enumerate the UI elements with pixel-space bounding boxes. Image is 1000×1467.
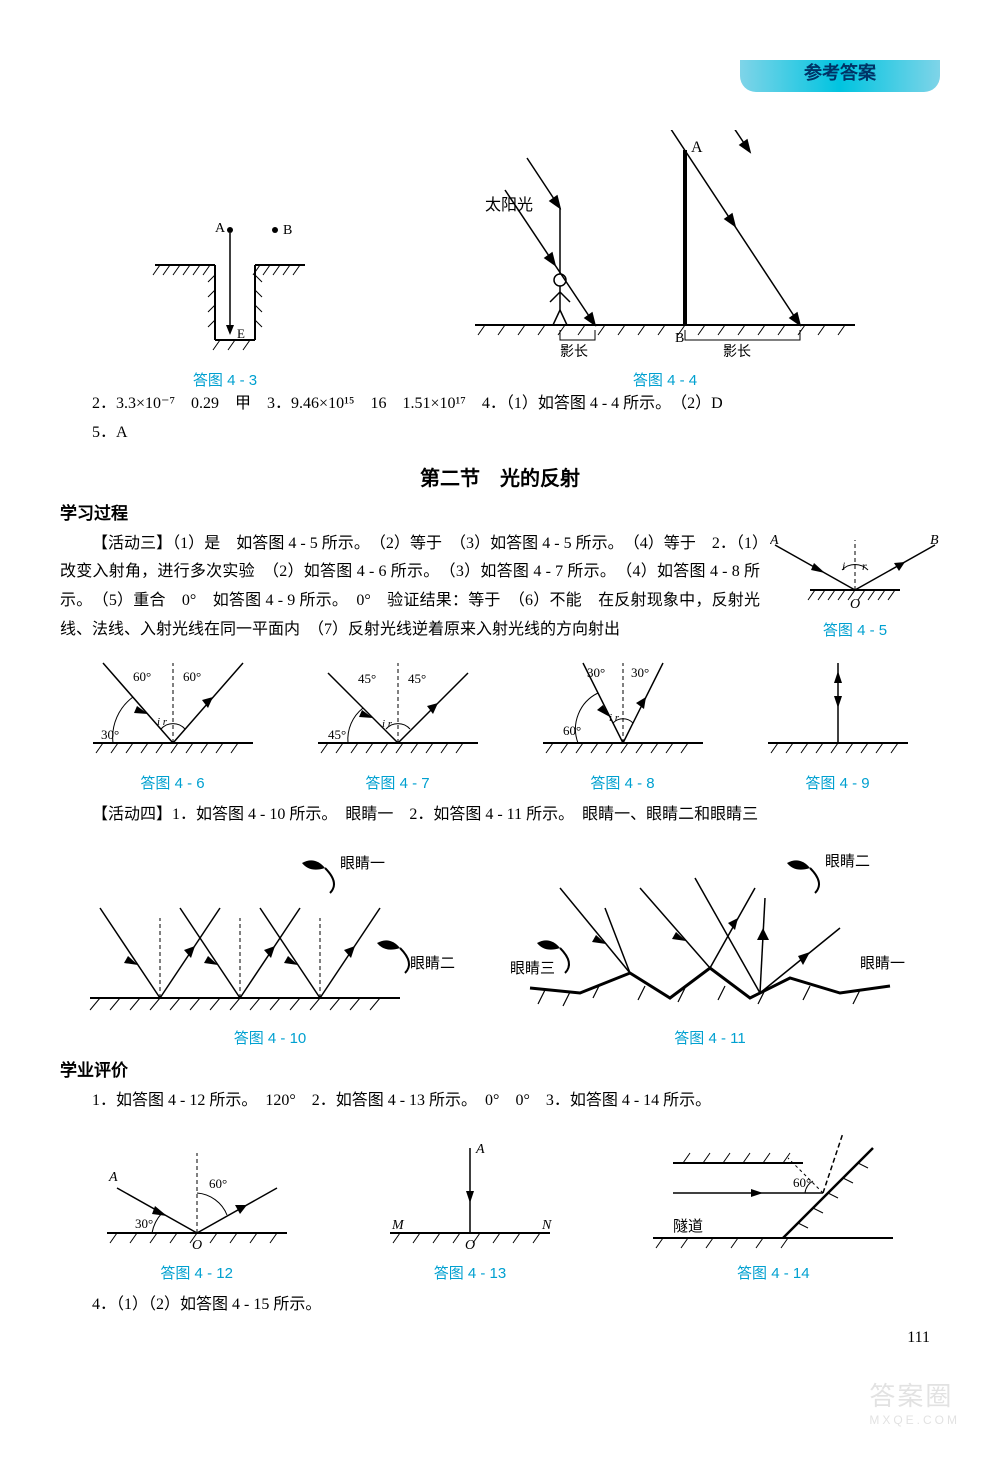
svg-text:M: M: [391, 1218, 405, 1233]
text-line-1: 2．3.3×10⁻⁷ 0.29 甲 3．9.46×10¹⁵ 16 1.51×10…: [60, 390, 940, 419]
svg-text:眼睛一: 眼睛一: [860, 955, 905, 972]
svg-text:A: A: [108, 1170, 118, 1185]
fig43-caption: 答图 4 - 3: [135, 369, 315, 390]
figure-4-14: 60° 隧道 答图 4 - 14: [643, 1123, 903, 1283]
svg-text:i r: i r: [157, 716, 168, 728]
svg-text:45°: 45°: [358, 671, 376, 686]
figure-row-10-11: 眼睛一 眼睛二 答图 4 - 10: [60, 838, 940, 1048]
svg-text:i: i: [842, 559, 845, 573]
figure-row-12-14: A 30° 60° O 答图 4 - 12 A: [60, 1123, 940, 1283]
fig44-B: B: [675, 331, 684, 346]
svg-text:60°: 60°: [209, 1176, 227, 1191]
fig43-label-E: E: [237, 326, 245, 341]
svg-text:60°: 60°: [133, 669, 151, 684]
heading-study: 学习过程: [60, 499, 940, 524]
figure-4-3: A B E 答图 4 - 3: [135, 200, 315, 390]
figure-4-5: A B i r O 答图 4 - 5: [770, 530, 940, 640]
watermark-main: 答案圈: [869, 1381, 953, 1411]
figure-4-10: 眼睛一 眼睛二 答图 4 - 10: [80, 838, 460, 1048]
svg-text:眼睛一: 眼睛一: [340, 855, 385, 872]
figure-4-8: 30° 30° i r 60° 答图 4 - 8: [533, 653, 713, 793]
text-line-5a: 5．A: [60, 419, 940, 448]
page: 参考答案: [0, 0, 1000, 1467]
fig44-svg: A B: [465, 130, 865, 360]
figure-4-6: 60° 60° i r 30° 答图 4 - 6: [83, 653, 263, 793]
fig44-shadow2: 影长: [723, 344, 751, 360]
figure-4-11: 眼睛二 眼睛三 眼睛一 答图 4 - 11: [500, 838, 920, 1048]
eval-line-1: 1．如答图 4 - 12 所示。 120° 2．如答图 4 - 13 所示。 0…: [60, 1087, 940, 1116]
svg-text:眼睛三: 眼睛三: [510, 960, 555, 977]
page-number: 111: [907, 1329, 930, 1347]
fig45-caption: 答图 4 - 5: [770, 619, 940, 640]
fig43-svg: A B E: [135, 200, 315, 360]
svg-text:60°: 60°: [563, 723, 581, 738]
figure-4-4: A B: [465, 130, 865, 390]
svg-text:60°: 60°: [793, 1175, 811, 1190]
svg-text:30°: 30°: [631, 665, 649, 680]
svg-text:A: A: [770, 533, 779, 548]
fig43-label-B: B: [283, 223, 292, 238]
fig44-sun: 太阳光: [485, 196, 533, 214]
svg-text:45°: 45°: [408, 671, 426, 686]
header-badge: 参考答案: [740, 60, 940, 92]
figure-4-9: 答图 4 - 9: [758, 653, 918, 793]
figure-4-12: A 30° 60° O 答图 4 - 12: [97, 1133, 297, 1283]
svg-text:O: O: [850, 597, 860, 610]
fig44-caption: 答图 4 - 4: [465, 369, 865, 390]
heading-eval: 学业评价: [60, 1056, 940, 1081]
figure-row-6-9: 60° 60° i r 30° 答图 4 - 6: [60, 653, 940, 793]
svg-text:O: O: [192, 1238, 202, 1253]
svg-text:60°: 60°: [183, 669, 201, 684]
figure-4-7: 45° 45° i r 45° 答图 4 - 7: [308, 653, 488, 793]
fig44-shadow1: 影长: [560, 344, 588, 360]
svg-text:眼睛二: 眼睛二: [825, 853, 870, 870]
figure-row-top: A B E 答图 4 - 3: [60, 130, 940, 390]
watermark: 答案圈 MXQE.COM: [869, 1376, 960, 1427]
section-2-title: 第二节 光的反射: [60, 462, 940, 491]
svg-text:O: O: [465, 1238, 475, 1253]
svg-text:45°: 45°: [328, 727, 346, 742]
badge-text: 参考答案: [804, 63, 876, 83]
watermark-sub: MXQE.COM: [869, 1413, 960, 1427]
svg-text:30°: 30°: [101, 727, 119, 742]
fig45-svg: A B i r O: [770, 530, 940, 610]
svg-text:A: A: [475, 1142, 485, 1157]
fig43-label-A: A: [215, 221, 226, 236]
figure-4-13: A M O N 答图 4 - 13: [370, 1133, 570, 1283]
fig44-A: A: [691, 139, 703, 156]
svg-text:N: N: [541, 1218, 552, 1233]
text-4-12: 4．（1）（2）如答图 4 - 15 所示。: [60, 1291, 940, 1320]
svg-text:隧道: 隧道: [673, 1218, 703, 1235]
svg-text:30°: 30°: [135, 1216, 153, 1231]
svg-text:B: B: [930, 533, 939, 548]
svg-text:眼睛二: 眼睛二: [410, 955, 455, 972]
activity4-text: 【活动四】1．如答图 4 - 10 所示。 眼睛一 2．如答图 4 - 11 所…: [60, 801, 940, 830]
svg-text:30°: 30°: [587, 665, 605, 680]
